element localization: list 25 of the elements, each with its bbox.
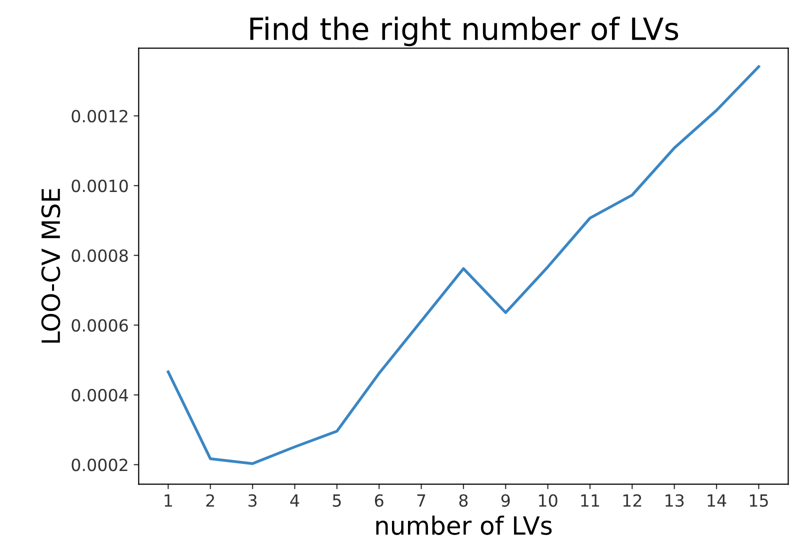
x-tick-label: 7 bbox=[417, 494, 426, 507]
x-tick-label: 6 bbox=[374, 494, 384, 507]
x-tick-label: 9 bbox=[501, 494, 510, 507]
x-tick-label: 13 bbox=[666, 494, 684, 507]
x-tick-label: 1 bbox=[164, 494, 172, 507]
x-tick-label: 4 bbox=[290, 494, 300, 507]
x-tick-label: 14 bbox=[708, 494, 726, 507]
x-axis-title: number of LVs bbox=[376, 516, 552, 535]
y-tick-label: 0.0004 bbox=[72, 388, 128, 402]
line-series bbox=[166, 65, 760, 466]
x-tick-label: 12 bbox=[623, 494, 642, 507]
y-tick-label: 0.0002 bbox=[72, 458, 128, 472]
y-axis-title: LOO-CV MSE bbox=[41, 188, 60, 343]
x-tick-label: 3 bbox=[248, 494, 257, 507]
x-tick-label: 8 bbox=[459, 494, 468, 507]
x-tick-label: 5 bbox=[332, 494, 341, 507]
chart-title: Find the right number of LVs bbox=[250, 16, 678, 46]
x-tick-label: 2 bbox=[206, 494, 214, 507]
x-tick-label: 15 bbox=[750, 494, 768, 507]
x-tick-label: 11 bbox=[581, 494, 600, 507]
y-tick-label: 0.0008 bbox=[72, 249, 128, 262]
y-tick-label: 0.0012 bbox=[72, 110, 128, 122]
y-tick-label: 0.0006 bbox=[72, 319, 128, 332]
x-tick-label: 10 bbox=[539, 494, 558, 507]
y-tick-label: 0.0010 bbox=[72, 180, 128, 192]
